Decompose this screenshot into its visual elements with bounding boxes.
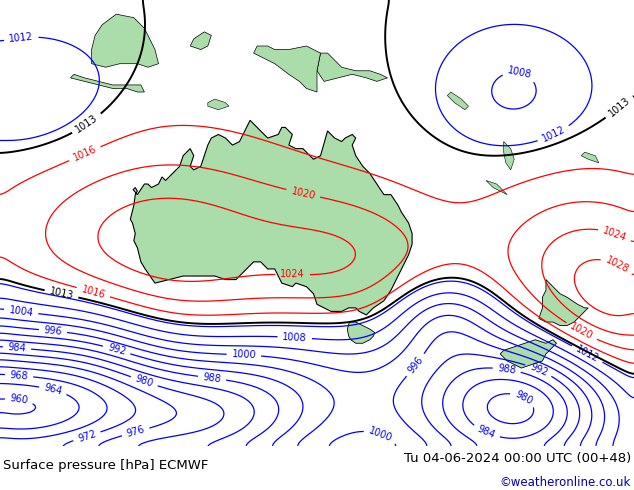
Text: 1004: 1004	[8, 305, 34, 318]
Text: 988: 988	[202, 372, 222, 384]
Text: 1013: 1013	[48, 287, 75, 301]
Text: 968: 968	[10, 370, 29, 381]
Text: 1024: 1024	[602, 225, 628, 243]
Text: 1000: 1000	[367, 426, 394, 444]
Text: 996: 996	[43, 325, 63, 337]
Text: 1012: 1012	[8, 31, 34, 44]
Polygon shape	[539, 280, 588, 325]
Text: 992: 992	[528, 362, 549, 378]
Text: 1020: 1020	[290, 186, 316, 201]
Polygon shape	[448, 92, 469, 110]
Polygon shape	[503, 142, 514, 170]
Polygon shape	[91, 14, 158, 67]
Text: Surface pressure [hPa] ECMWF: Surface pressure [hPa] ECMWF	[3, 459, 209, 472]
Polygon shape	[486, 180, 507, 195]
Polygon shape	[190, 32, 211, 49]
Text: 1012: 1012	[574, 344, 600, 364]
Text: 960: 960	[10, 393, 29, 406]
Polygon shape	[317, 53, 387, 81]
Text: 996: 996	[406, 355, 425, 375]
Text: ©weatheronline.co.uk: ©weatheronline.co.uk	[500, 476, 631, 489]
Text: 972: 972	[77, 429, 98, 444]
Text: 984: 984	[476, 424, 497, 441]
Text: 1016: 1016	[72, 144, 98, 163]
Polygon shape	[500, 340, 557, 368]
Text: 1013: 1013	[607, 95, 632, 119]
Polygon shape	[208, 99, 229, 110]
Text: 1000: 1000	[231, 349, 256, 361]
Text: 980: 980	[134, 374, 155, 389]
Polygon shape	[131, 121, 412, 315]
Text: 1028: 1028	[604, 255, 630, 275]
Polygon shape	[254, 46, 321, 92]
Text: 992: 992	[107, 343, 127, 357]
Text: 1020: 1020	[568, 321, 595, 342]
Text: 988: 988	[497, 363, 517, 376]
Text: 1016: 1016	[80, 284, 107, 300]
Polygon shape	[581, 152, 598, 163]
Text: 980: 980	[514, 389, 534, 406]
Polygon shape	[70, 74, 145, 92]
Text: 964: 964	[43, 383, 63, 397]
Polygon shape	[347, 322, 375, 343]
Text: Tu 04-06-2024 00:00 UTC (00+48): Tu 04-06-2024 00:00 UTC (00+48)	[404, 452, 631, 465]
Text: 1012: 1012	[541, 124, 567, 144]
Text: 1024: 1024	[280, 270, 305, 280]
Text: 976: 976	[126, 425, 146, 439]
Text: 1008: 1008	[507, 66, 533, 80]
Text: 1013: 1013	[74, 113, 100, 135]
Text: 1008: 1008	[282, 332, 307, 343]
Text: 984: 984	[8, 342, 27, 354]
